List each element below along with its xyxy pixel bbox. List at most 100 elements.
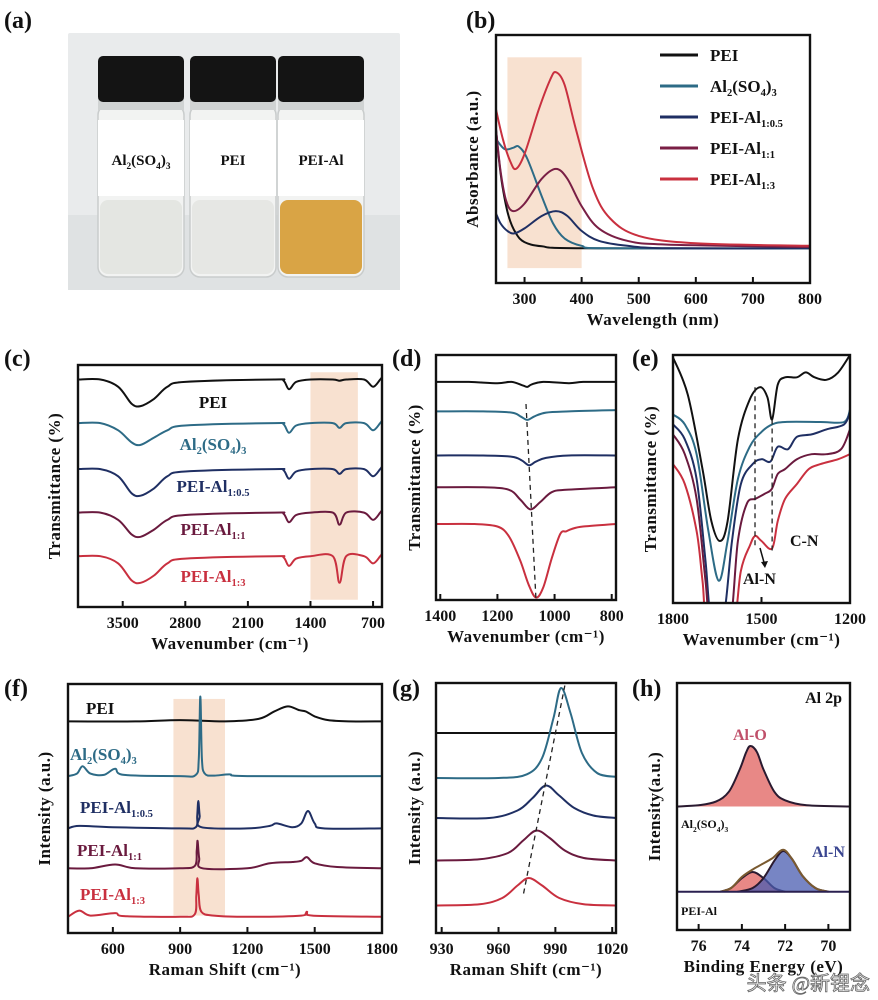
- panel-letter: (c): [4, 346, 31, 372]
- legend-label: Al2(SO4)3: [710, 77, 777, 99]
- chart-e: 1800 1500 1200 Wavenumber (cm⁻¹) Transmittan…: [641, 353, 866, 649]
- axes-frame: [66, 682, 384, 935]
- x-tick-label: 400: [570, 291, 594, 308]
- x-tick-label: 3500: [107, 615, 139, 632]
- plot-area: [673, 355, 850, 603]
- annotation-al-o: Al-O: [733, 727, 767, 744]
- series-pei-al1-1: [496, 129, 810, 248]
- x-tick-label: 74: [734, 938, 750, 955]
- plot-area: [78, 376, 382, 585]
- axes-frame: [494, 33, 812, 285]
- vial-label: Al2(SO4)3: [112, 153, 171, 172]
- series-label: PEI: [86, 699, 115, 718]
- series-label: Al2(SO4)3: [70, 745, 137, 767]
- x-axis-title: Wavenumber (cm⁻¹): [683, 630, 841, 649]
- axes-frame: [434, 681, 618, 935]
- plot-area: [677, 745, 850, 893]
- x-tick-label: 1500: [299, 941, 331, 958]
- annotation-al-2p: Al 2p: [805, 690, 842, 707]
- annotation-c-n: C-N: [790, 533, 819, 550]
- vial-cap: [98, 56, 184, 102]
- annotation-pei-al: PEI-Al: [681, 904, 718, 918]
- series-envelope: [719, 848, 829, 893]
- vial-cap: [278, 56, 364, 102]
- axes-frame: [675, 681, 852, 932]
- watermark: 头条 @新锂念: [747, 971, 870, 995]
- x-tick-label: 72: [777, 938, 793, 955]
- y-axis-title: Transmittance (%): [405, 404, 424, 551]
- series-al2-so4-3: [68, 695, 382, 778]
- x-axis-title: Raman Shift (cm⁻¹): [149, 960, 301, 979]
- y-axis-title: Transmittance (%): [641, 406, 660, 553]
- x-tick-label: 700: [361, 615, 385, 632]
- panel-letter: (e): [632, 346, 659, 372]
- series-pei-al1-3: [68, 877, 382, 918]
- guide-line: [525, 403, 537, 600]
- y-axis-title: Absorbance (a.u.): [463, 90, 482, 227]
- y-axis-title: Intensity (a.u.): [405, 751, 424, 865]
- vial: PEI: [189, 56, 277, 278]
- series-pei-al1-3: [496, 71, 810, 247]
- x-tick-label: 1200: [834, 611, 866, 628]
- x-tick-label: 600: [101, 941, 125, 958]
- series-label: PEI-Al1:3: [80, 885, 145, 907]
- series-label: PEI-Al1:0.5: [80, 798, 153, 820]
- x-axis-title: Wavenumber (cm⁻¹): [151, 634, 309, 653]
- x-tick-label: 500: [627, 291, 651, 308]
- x-tick-label: 990: [543, 941, 567, 958]
- vial-label: PEI-Al: [299, 153, 344, 169]
- x-tick-label: 960: [487, 941, 511, 958]
- series-pei-al1-3: [673, 453, 850, 603]
- series-pei: [436, 380, 616, 388]
- y-axis-title: Intensity (a.u.): [35, 751, 54, 865]
- series-al2-so4-3: [496, 138, 810, 250]
- chart-f: 600 900 1200 1500 1800 Raman Shift (cm⁻¹) Inte…: [35, 682, 398, 979]
- panel-letters: (a) (b) (c) (d) (e) (f) (g) (h): [4, 8, 661, 702]
- legend-label: PEI: [710, 46, 739, 65]
- series-pei-al1-0-5: [68, 800, 382, 830]
- x-axis-title: Wavenumber (cm⁻¹): [447, 627, 605, 646]
- y-axis-title: Intensity(a.u.): [645, 752, 664, 862]
- x-tick-label: 700: [741, 291, 765, 308]
- series-label: PEI-Al1:1: [180, 520, 245, 542]
- chart-d: 1400 1200 1000 800 Wavenumber (cm⁻¹) Transmit…: [405, 353, 624, 646]
- arrow-head-icon: [761, 561, 768, 568]
- series-al-o-fill: [677, 746, 850, 807]
- series-label: PEI-Al1:1: [77, 841, 142, 863]
- x-tick-label: 930: [430, 941, 454, 958]
- series-pei-al1-1: [436, 486, 616, 511]
- x-axis-title: Raman Shift (cm⁻¹): [450, 960, 602, 979]
- x-tick-label: 900: [168, 941, 192, 958]
- series-1: [436, 687, 616, 780]
- series-pei: [673, 355, 850, 542]
- x-tick-label: 70: [820, 938, 836, 955]
- series-al-o: [677, 745, 850, 808]
- panel-letter: (g): [392, 676, 420, 702]
- y-axis-title: Transmittance (%): [45, 413, 64, 560]
- x-tick-label: 76: [691, 938, 707, 955]
- series-pei: [78, 376, 382, 408]
- legend-label: PEI-Al1:3: [710, 170, 775, 192]
- series-pei-al1-0-5: [436, 454, 616, 467]
- photo-panel: Al2(SO4)3 PEI PEI-Al: [68, 33, 400, 290]
- annotation-al2-so4-3: Al2(SO4)3: [681, 817, 728, 834]
- series-label: Al2(SO4)3: [180, 435, 247, 457]
- vial: Al2(SO4)3: [97, 56, 185, 278]
- series-pei-al1-3: [436, 522, 616, 599]
- annotation-al-n: Al-N: [743, 571, 776, 588]
- x-tick-label: 1500: [746, 611, 778, 628]
- series-al2-so4-3: [436, 409, 616, 421]
- series-pei-al1-0-5: [78, 466, 382, 498]
- vial-label-sticker: [278, 120, 364, 196]
- series-4: [436, 877, 616, 907]
- series-label: PEI: [199, 393, 228, 412]
- series-al-n-fill: [737, 850, 829, 892]
- x-tick-label: 1020: [596, 941, 628, 958]
- series-pei-al1-1: [673, 428, 850, 603]
- chart-c: 3500 2800 2100 1400 700 Wavenumber (cm⁻¹) Tran…: [45, 363, 385, 653]
- vial-label-sticker: [190, 120, 276, 196]
- x-tick-label: 1400: [424, 608, 456, 625]
- vial-liquid: [100, 200, 182, 274]
- x-tick-label: 1800: [366, 941, 398, 958]
- series-pei-al1-1: [78, 509, 382, 539]
